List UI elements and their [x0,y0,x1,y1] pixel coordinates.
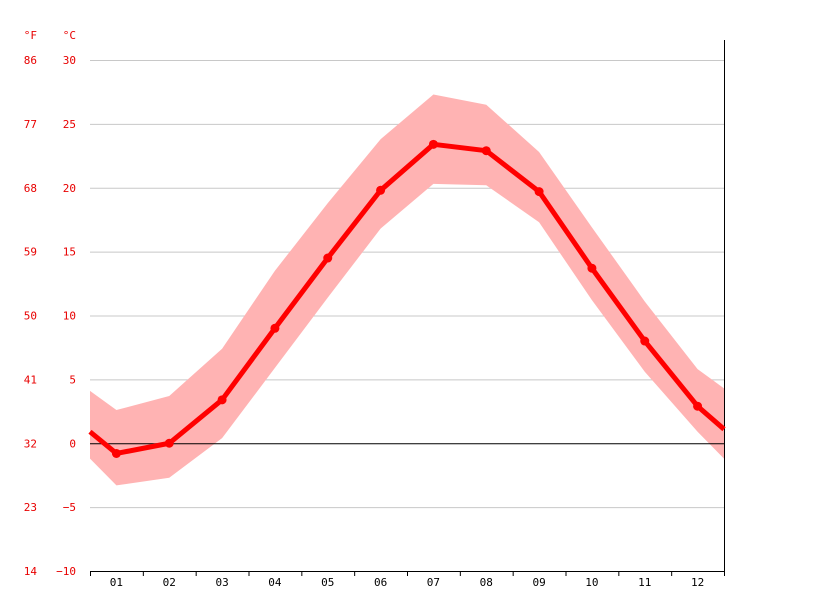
y-axis-labels: 86 30 77 25 68 20 59 15 50 10 41 5 32 0 23 −5 14 −10 [24,54,76,578]
mean-point [323,253,333,263]
fahrenheit-tick-label: 23 [24,501,37,514]
mean-point [534,187,544,197]
month-label: 12 [691,576,704,589]
fahrenheit-tick-label: 77 [24,118,37,131]
fahrenheit-tick-label: 32 [24,437,37,450]
mean-point [111,448,121,458]
fahrenheit-unit-label: °F [24,29,37,42]
month-label: 06 [374,576,387,589]
mean-point [164,438,174,448]
month-label: 01 [110,576,123,589]
month-label: 08 [480,576,493,589]
mean-temperature-points [111,139,703,458]
month-label: 03 [215,576,228,589]
month-label: 04 [268,576,282,589]
x-axis-ticks [90,571,725,576]
month-label: 11 [638,576,651,589]
fahrenheit-tick-label: 41 [24,373,37,386]
month-label: 09 [532,576,545,589]
mean-point [693,401,703,411]
celsius-tick-label: 30 [63,54,76,67]
fahrenheit-tick-label: 59 [24,246,37,259]
celsius-tick-label: 15 [63,246,76,259]
mean-point [270,323,280,333]
mean-point [428,139,438,149]
celsius-tick-label: 5 [69,373,76,386]
celsius-unit-label: °C [63,29,76,42]
x-axis-labels: 01 02 03 04 05 06 07 08 09 10 11 12 [110,576,704,589]
celsius-tick-label: −10 [56,565,76,578]
celsius-tick-label: 25 [63,118,76,131]
mean-point [640,336,650,346]
celsius-tick-label: 20 [63,182,76,195]
fahrenheit-tick-label: 50 [24,310,37,323]
mean-point [481,146,491,156]
mean-point [376,185,386,195]
celsius-tick-label: 0 [69,437,76,450]
mean-temperature-line [88,141,726,456]
celsius-tick-label: 10 [63,310,76,323]
month-label: 02 [163,576,176,589]
fahrenheit-tick-label: 68 [24,182,37,195]
mean-point [587,263,597,273]
month-label: 07 [427,576,440,589]
month-label: 05 [321,576,334,589]
fahrenheit-tick-label: 86 [24,54,37,67]
month-label: 10 [585,576,598,589]
mean-point [217,395,227,405]
fahrenheit-tick-label: 14 [24,565,38,578]
temperature-range-band [90,94,724,486]
celsius-tick-label: −5 [63,501,76,514]
